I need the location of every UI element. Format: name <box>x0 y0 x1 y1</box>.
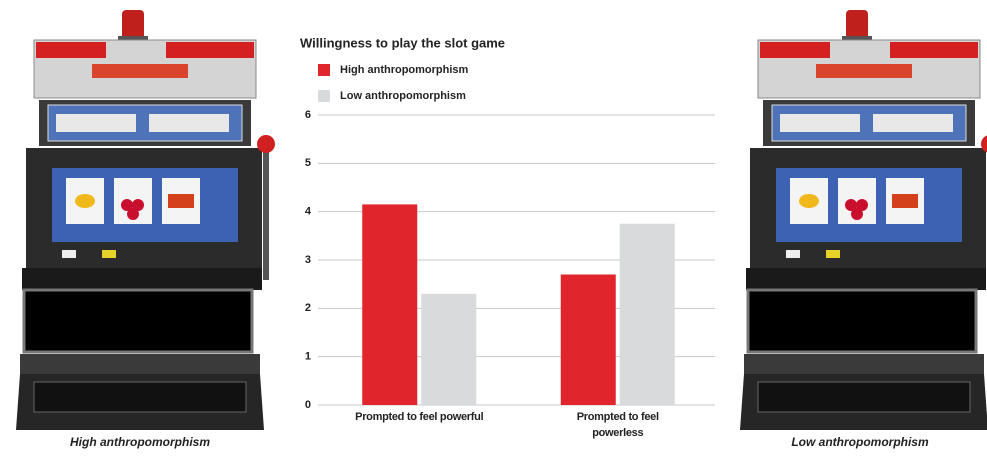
slot-machine-image <box>740 10 987 430</box>
y-tick-label: 0 <box>305 399 311 411</box>
y-tick-label: 2 <box>305 302 311 314</box>
image-caption: Low anthropomorphism <box>791 435 929 449</box>
bar <box>560 274 616 405</box>
image-caption: High anthropomorphism <box>70 435 210 449</box>
y-tick-label: 6 <box>305 109 311 121</box>
chart-title: Willingness to play the slot game <box>300 35 505 50</box>
bar <box>619 223 675 405</box>
x-tick-label: Prompted to feel powerless <box>576 411 659 439</box>
y-tick-label: 3 <box>305 254 311 266</box>
legend-label: Low anthropomorphism <box>340 90 466 102</box>
x-tick-label: Prompted to feel powerful <box>355 411 484 423</box>
bar <box>362 204 418 405</box>
slot-machine-image <box>16 10 275 430</box>
bar <box>421 293 477 405</box>
y-tick-label: 4 <box>305 206 312 218</box>
legend-swatch <box>318 90 330 102</box>
legend-label: High anthropomorphism <box>340 64 469 76</box>
y-tick-label: 5 <box>305 157 311 169</box>
y-tick-label: 1 <box>305 351 311 363</box>
legend-swatch <box>318 64 330 76</box>
